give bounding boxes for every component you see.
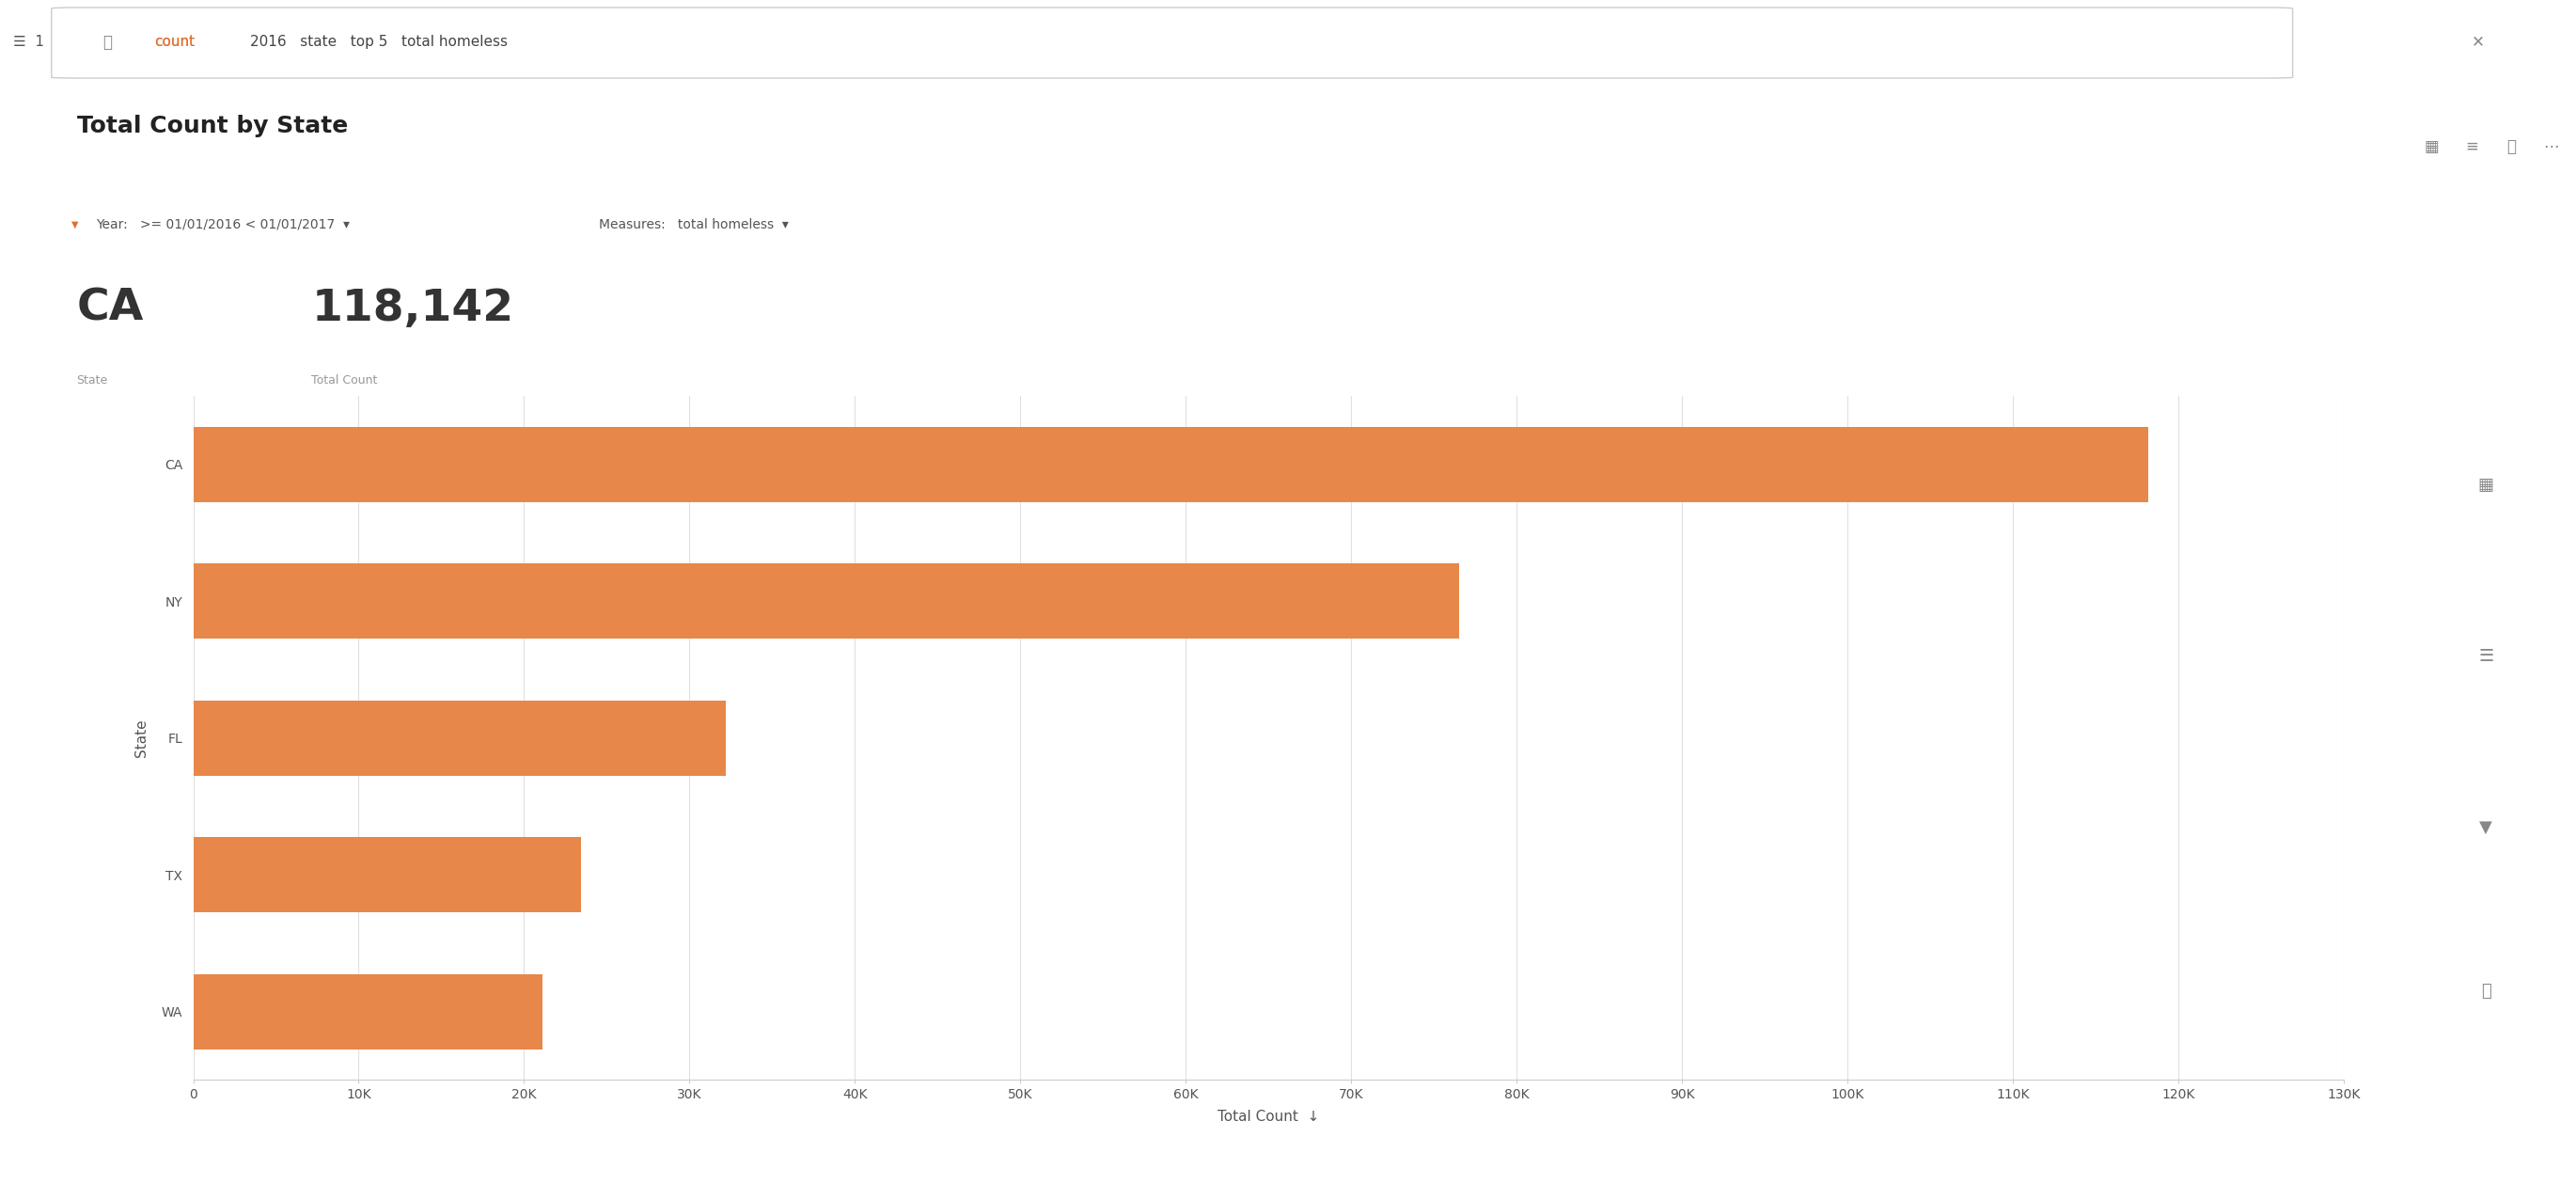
Text: Year:   >= 01/01/2016 < 01/01/2017  ▾: Year: >= 01/01/2016 < 01/01/2017 ▾ [95, 218, 350, 230]
Bar [193, 974, 544, 1049]
Text: ☰  1: ☰ 1 [13, 35, 44, 49]
Text: ▦: ▦ [2424, 138, 2439, 155]
Y-axis label: State: State [134, 719, 149, 757]
Text: ⌕: ⌕ [103, 34, 113, 50]
Text: ≡: ≡ [2465, 138, 2478, 155]
Bar [193, 701, 726, 775]
Text: ☰: ☰ [2478, 648, 2494, 665]
Text: count: count [155, 35, 196, 49]
Text: ▼: ▼ [72, 220, 80, 229]
Text: ⌖: ⌖ [2506, 138, 2517, 155]
Text: CA: CA [77, 288, 144, 330]
Text: Total Count by State: Total Count by State [77, 115, 348, 138]
Text: ⓘ: ⓘ [2481, 983, 2491, 1000]
X-axis label: Total Count  ↓: Total Count ↓ [1218, 1110, 1319, 1123]
Text: ✕: ✕ [2470, 34, 2486, 50]
FancyBboxPatch shape [52, 7, 2293, 78]
Text: count: count [155, 35, 196, 49]
Text: ▼: ▼ [2478, 820, 2494, 836]
Bar [193, 564, 1458, 638]
Text: Total Count: Total Count [312, 374, 379, 386]
Text: 2016   state   top 5   total homeless: 2016 state top 5 total homeless [250, 35, 507, 49]
Bar [193, 427, 2148, 502]
Text: State: State [77, 374, 108, 386]
Text: Measures:   total homeless  ▾: Measures: total homeless ▾ [598, 218, 788, 230]
Text: ▦: ▦ [2478, 476, 2494, 493]
Bar [193, 838, 580, 912]
Text: ⋯: ⋯ [2543, 138, 2558, 155]
Text: 118,142: 118,142 [312, 288, 513, 330]
